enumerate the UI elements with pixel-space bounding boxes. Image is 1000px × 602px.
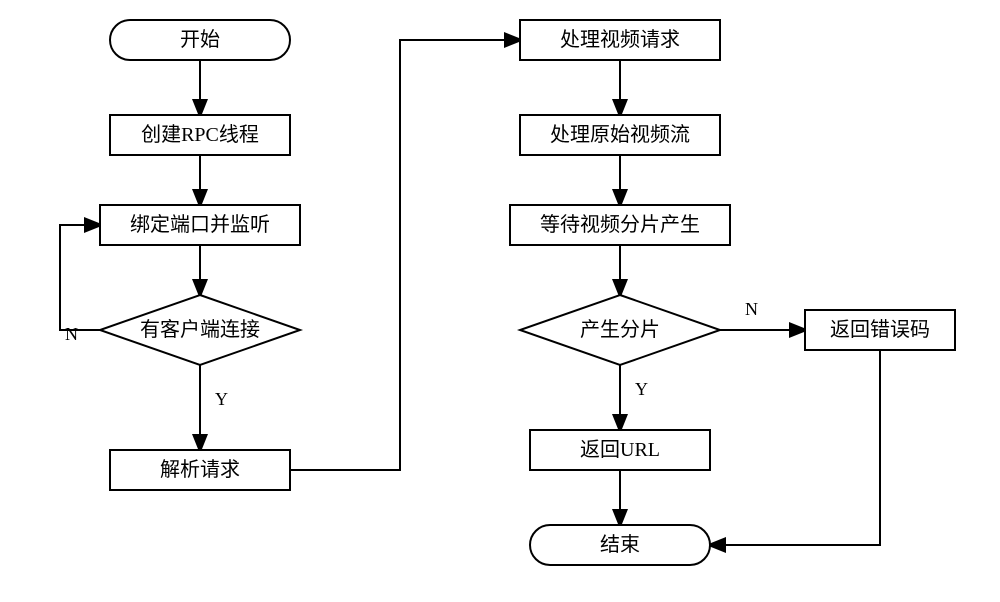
node-parse_req: 解析请求 — [110, 450, 290, 490]
edge-12 — [710, 350, 880, 545]
node-label-end: 结束 — [600, 533, 640, 556]
node-label-return_err: 返回错误码 — [830, 318, 930, 341]
node-label-has_client: 有客户端连接 — [140, 318, 260, 341]
flowchart-canvas: Y N Y N 开始创建RPC线程绑定端口并监听有客户端连接解析请求 处理视频请求处理原始… — [0, 0, 1000, 597]
edge-5 — [290, 40, 520, 470]
node-handle_raw: 处理原始视频流 — [520, 115, 720, 155]
node-label-gen_seg: 产生分片 — [580, 318, 660, 341]
edge-label-4: N — [65, 324, 78, 344]
node-wait_seg: 等待视频分片产生 — [510, 205, 730, 245]
node-create_rpc: 创建RPC线程 — [110, 115, 290, 155]
node-label-parse_req: 解析请求 — [160, 458, 240, 481]
node-return_url: 返回URL — [530, 430, 710, 470]
edge-label-3: Y — [215, 389, 228, 409]
edge-4 — [60, 225, 100, 330]
node-label-return_url: 返回URL — [580, 438, 660, 461]
node-handle_req: 处理视频请求 — [520, 20, 720, 60]
edge-label-10: N — [745, 299, 758, 319]
node-label-create_rpc: 创建RPC线程 — [141, 123, 259, 146]
nodes-layer: 开始创建RPC线程绑定端口并监听有客户端连接解析请求 处理视频请求处理原始视频流等… — [100, 20, 955, 565]
node-start: 开始 — [110, 20, 290, 60]
node-has_client: 有客户端连接 — [100, 295, 300, 365]
node-label-bind_port: 绑定端口并监听 — [130, 213, 270, 236]
node-gen_seg: 产生分片 — [520, 295, 720, 365]
node-label-handle_req: 处理视频请求 — [560, 28, 680, 51]
node-label-handle_raw: 处理原始视频流 — [550, 123, 690, 146]
node-end: 结束 — [530, 525, 710, 565]
node-return_err: 返回错误码 — [805, 310, 955, 350]
node-bind_port: 绑定端口并监听 — [100, 205, 300, 245]
node-label-start: 开始 — [180, 28, 220, 51]
node-label-wait_seg: 等待视频分片产生 — [540, 213, 700, 236]
edge-label-9: Y — [635, 379, 648, 399]
